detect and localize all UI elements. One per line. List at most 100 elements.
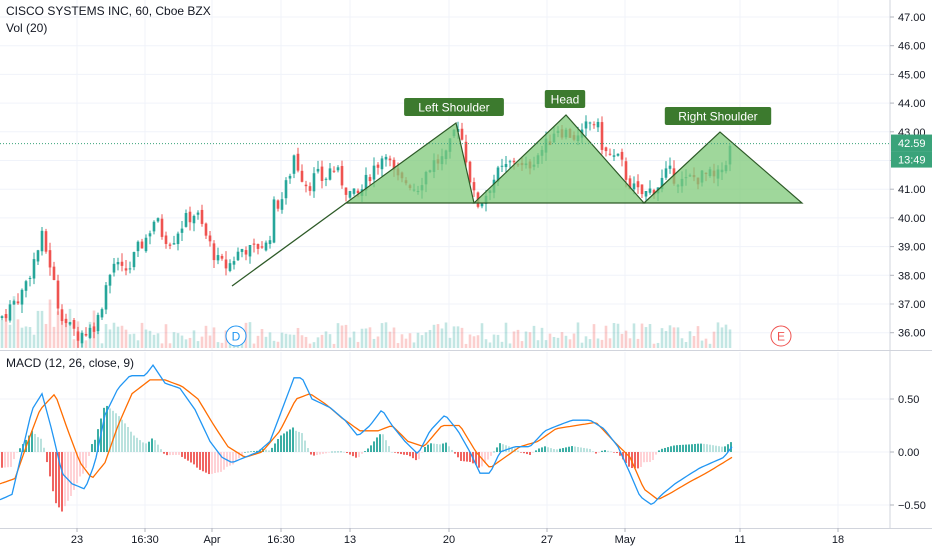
candle-body [64, 318, 68, 324]
volume-bar [52, 326, 56, 348]
macd-histogram-bar [82, 452, 84, 474]
macd-histogram-bar [694, 443, 696, 452]
volume-bar [680, 338, 684, 348]
candle-body [192, 215, 196, 224]
candle-body [264, 242, 268, 251]
macd-histogram-bar [46, 452, 48, 463]
macd-histogram-bar [355, 452, 357, 458]
volume-bar [60, 314, 64, 348]
candle-body [56, 280, 60, 309]
volume-bar [148, 330, 152, 348]
volume-bar [452, 326, 456, 348]
volume-bar [284, 333, 288, 348]
macd-histogram-bar [70, 452, 72, 496]
volume-bar [220, 342, 224, 348]
time-tick-label: 27 [541, 534, 553, 546]
volume-bar [388, 331, 392, 348]
macd-histogram-bar [313, 452, 315, 456]
macd-histogram-bar [535, 450, 537, 452]
price-axis-bg [890, 0, 932, 550]
macd-histogram-bar [715, 445, 717, 452]
volume-bar [180, 335, 184, 348]
head-shoulders-pattern [0, 114, 890, 287]
volume-bar [240, 341, 244, 348]
macd-histogram-bar [136, 437, 138, 452]
price-tick-label: 39.00 [898, 242, 926, 254]
macd-histogram-bar [379, 434, 381, 452]
candle-body [280, 199, 284, 210]
volume-bar [436, 324, 440, 348]
volume-bar [644, 327, 648, 348]
candle-body [508, 161, 512, 163]
volume-bar [328, 334, 332, 348]
macd-line [0, 363, 733, 506]
macd-histogram-bar [679, 444, 681, 452]
candle-body [468, 161, 472, 183]
macd-histogram-bar [640, 452, 642, 467]
candle-body [644, 190, 648, 197]
candle-body [252, 243, 256, 245]
macd-histogram-bar [58, 452, 60, 508]
volume-bar [208, 335, 212, 348]
candle-body [104, 285, 108, 310]
candle-body [384, 156, 388, 160]
volume-bar [184, 339, 188, 348]
macd-histogram-bar [103, 407, 105, 452]
macd-histogram-bar [199, 452, 201, 470]
candlesticks [0, 115, 732, 348]
volume-bar [472, 336, 476, 348]
dividend-text: D [232, 330, 241, 344]
price-tick-label: 41.00 [898, 184, 926, 196]
candle-body [184, 213, 188, 227]
volume-bar [68, 308, 72, 348]
candle-body [40, 230, 44, 252]
right-shoulder-label: Right Shoulder [664, 107, 772, 125]
volume-bar [44, 323, 48, 348]
volume-bar [672, 327, 676, 348]
macd-histogram-bar [598, 452, 600, 453]
head-triangle [472, 114, 646, 204]
candle-body [632, 183, 636, 190]
macd-histogram-bar [334, 451, 336, 453]
candle-body [108, 274, 112, 286]
volume-bar [600, 339, 604, 348]
candle-body [500, 165, 504, 167]
macd-histogram-bar [109, 408, 111, 452]
macd-tick-label: −0.50 [898, 500, 926, 512]
macd-histogram-bar [331, 451, 333, 453]
candle-body [164, 235, 168, 244]
macd-histogram-bar [340, 451, 342, 453]
volume-bar [432, 324, 436, 348]
macd-histogram-bar [721, 446, 723, 452]
time-tick-label: 20 [443, 534, 455, 546]
macd-histogram-bar [310, 452, 312, 455]
head-label: Head [544, 90, 586, 108]
macd-histogram-bar [724, 446, 726, 452]
volume-bar [616, 323, 620, 348]
volume-bar [508, 343, 512, 348]
macd-histogram-bar [385, 440, 387, 452]
candle-body [76, 331, 80, 341]
candle-body [144, 237, 148, 252]
macd-histogram-bar [253, 451, 255, 452]
volume-bar [440, 328, 444, 348]
candle-body [304, 184, 308, 187]
volume-bar [496, 334, 500, 348]
macd-histogram-bar [106, 405, 108, 452]
macd-histogram-bar [454, 452, 456, 454]
macd-histogram-bar [97, 429, 99, 452]
macd-histogram-bar [658, 450, 660, 452]
volume-bar [300, 335, 304, 348]
volume-bar [476, 335, 480, 348]
candle-body [52, 266, 56, 281]
macd-histogram-bar [241, 452, 243, 456]
volume-bar [640, 323, 644, 348]
volume-bar [480, 323, 484, 348]
candle-body [472, 182, 476, 191]
volume-bar [548, 333, 552, 348]
volume-bar [648, 324, 652, 348]
macd-histogram-bar [64, 452, 66, 507]
symbol-title: CISCO SYSTEMS INC, 60, Cboe BZX [6, 4, 211, 18]
volume-bar [272, 340, 276, 348]
